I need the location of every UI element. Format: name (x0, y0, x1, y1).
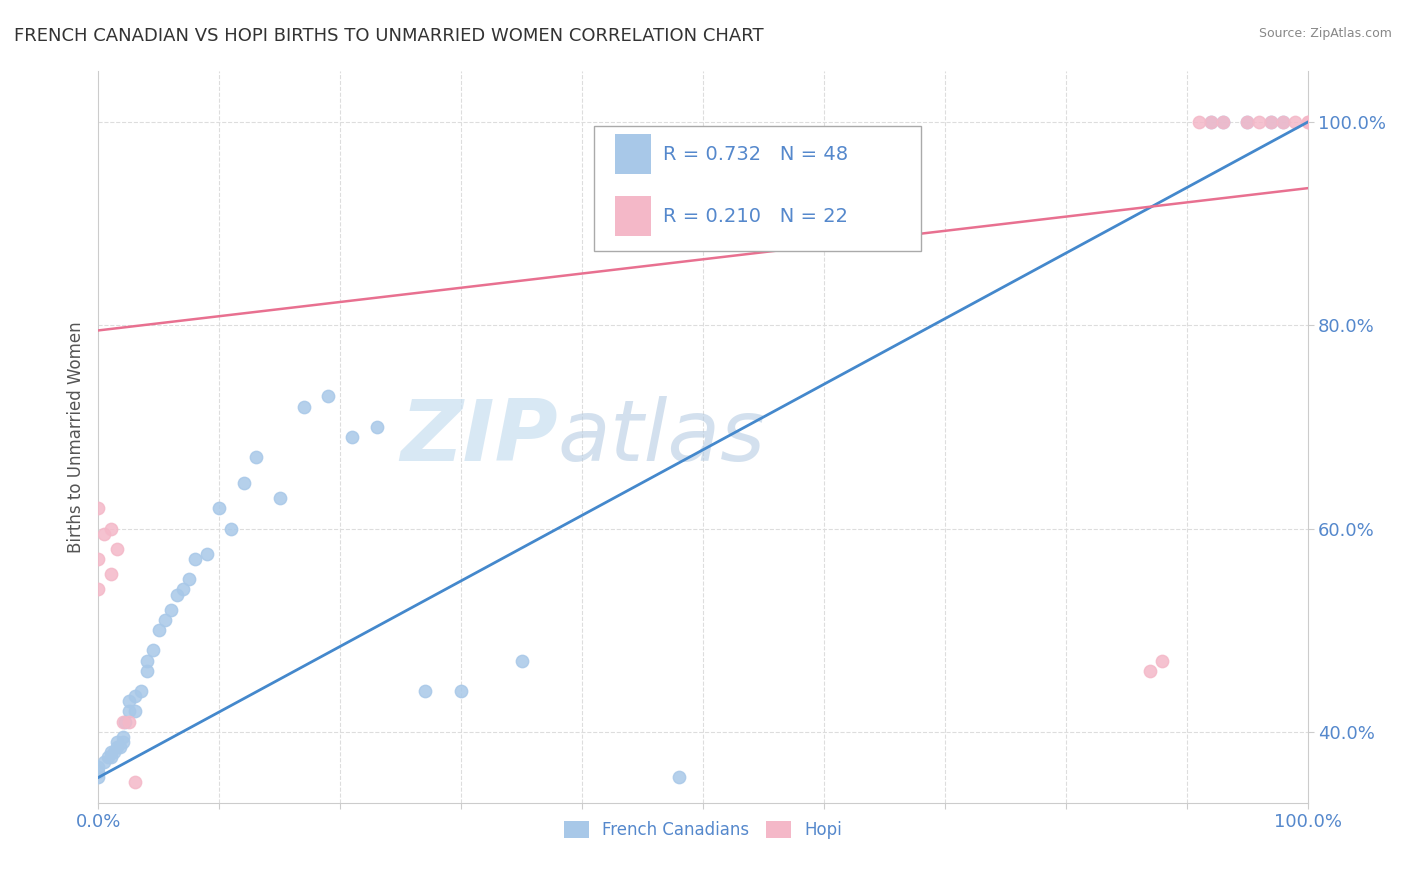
Point (118, 714, 141, 729)
Point (1272, 115, 1295, 129)
Point (114, 714, 136, 729)
Point (1212, 115, 1234, 129)
Point (93, 526, 115, 541)
Legend: French Canadians, Hopi: French Canadians, Hopi (557, 814, 849, 846)
Bar (614, 195, 651, 235)
Point (124, 775, 146, 789)
Point (87, 582, 110, 597)
Point (105, 735, 128, 749)
Point (316, 389, 339, 403)
Point (1199, 115, 1222, 129)
Point (232, 475, 254, 490)
Point (1260, 115, 1282, 129)
Point (1236, 115, 1258, 129)
Point (103, 745, 125, 759)
Point (87, 552, 110, 566)
Point (118, 705, 141, 719)
Point (111, 714, 134, 729)
Point (1139, 664, 1161, 678)
Point (245, 450, 267, 465)
Point (1188, 115, 1211, 129)
Text: R = 0.210   N = 22: R = 0.210 N = 22 (664, 207, 848, 226)
Point (148, 623, 170, 637)
Point (93, 755, 115, 769)
Point (100, 750, 122, 764)
Point (111, 730, 134, 744)
Point (87, 501, 110, 516)
Text: R = 0.732   N = 48: R = 0.732 N = 48 (664, 145, 848, 163)
Point (166, 588, 188, 602)
Text: ZIP: ZIP (401, 395, 558, 479)
Text: FRENCH CANADIAN VS HOPI BIRTHS TO UNMARRIED WOMEN CORRELATION CHART: FRENCH CANADIAN VS HOPI BIRTHS TO UNMARR… (14, 27, 763, 45)
Point (172, 582, 194, 597)
Point (292, 400, 315, 414)
Point (1272, 115, 1295, 129)
Point (142, 643, 165, 657)
Point (1236, 115, 1258, 129)
Point (100, 567, 122, 582)
Point (105, 541, 128, 556)
Point (111, 735, 134, 749)
Point (1212, 115, 1234, 129)
Point (668, 771, 690, 785)
Point (1199, 115, 1222, 129)
Point (124, 689, 146, 703)
Point (135, 664, 157, 678)
Point (1152, 654, 1174, 668)
Point (118, 694, 141, 708)
Point (1284, 115, 1306, 129)
Point (179, 572, 201, 586)
Point (450, 684, 472, 698)
Point (129, 684, 152, 698)
Y-axis label: Births to Unmarried Women: Births to Unmarried Women (66, 321, 84, 553)
Point (153, 613, 176, 627)
Point (108, 739, 131, 754)
Point (184, 552, 207, 566)
Point (413, 684, 436, 698)
Point (1296, 115, 1319, 129)
Point (1296, 115, 1319, 129)
Point (97, 750, 120, 764)
Point (105, 739, 128, 754)
FancyBboxPatch shape (595, 126, 921, 251)
Point (1260, 115, 1282, 129)
Point (87, 771, 110, 785)
Point (1249, 115, 1271, 129)
Point (87, 760, 110, 774)
Point (342, 430, 364, 444)
Point (269, 491, 291, 505)
Point (510, 654, 533, 668)
Point (160, 603, 183, 617)
Point (135, 654, 157, 668)
Point (100, 745, 122, 759)
Text: Source: ZipAtlas.com: Source: ZipAtlas.com (1258, 27, 1392, 40)
Point (124, 705, 146, 719)
Point (221, 521, 243, 535)
Point (366, 420, 388, 434)
Text: atlas: atlas (558, 395, 766, 479)
Point (208, 501, 231, 516)
Point (87, 765, 110, 780)
Bar (614, 134, 651, 174)
Point (195, 547, 218, 561)
Point (100, 521, 122, 535)
